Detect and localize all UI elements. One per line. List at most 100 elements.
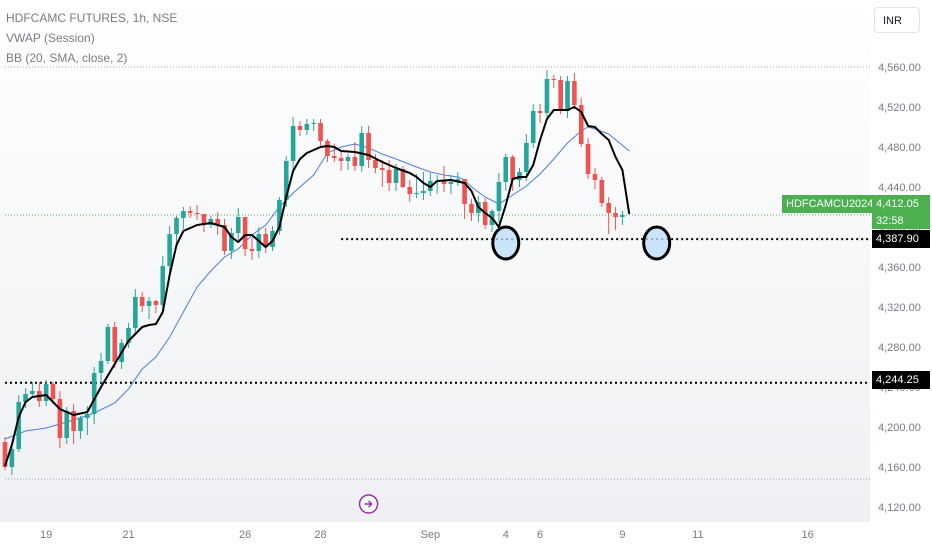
candle: [167, 226, 172, 272]
y-tick-label: 4,120.00: [878, 502, 921, 514]
horizontal-levels: [5, 66, 870, 480]
candle: [496, 173, 502, 223]
candle-body: [112, 327, 118, 362]
event-marker-icon[interactable]: [358, 494, 379, 514]
candle: [9, 446, 15, 475]
candle-body: [441, 181, 447, 184]
candle: [462, 179, 467, 219]
candle-body: [133, 297, 138, 328]
time-axis[interactable]: 19 21 26 28 Sep 4 6 9 11 16: [0, 522, 870, 550]
candle-body: [448, 182, 454, 184]
candle: [57, 391, 63, 448]
candle-body: [78, 418, 83, 431]
candle-body: [30, 391, 35, 394]
y-tick-label: 4,320.00: [878, 302, 921, 314]
candle-body: [373, 160, 378, 168]
candle: [194, 205, 200, 220]
candle-body: [263, 234, 268, 247]
y-tick-label: 4,480.00: [878, 142, 921, 154]
y-tick-label: 4,560.00: [878, 62, 921, 74]
candle: [71, 404, 76, 444]
candle-body: [551, 79, 557, 80]
vwap-line: [4, 106, 631, 467]
candle-body: [153, 301, 159, 305]
countdown-tag: 32:58: [872, 213, 930, 229]
candle-body: [400, 169, 406, 187]
candle-body: [43, 384, 49, 401]
bb-basis-line: [4, 126, 630, 440]
candle-body: [572, 81, 577, 105]
candle: [558, 76, 563, 114]
candle-body: [311, 123, 316, 124]
candle-body: [146, 301, 152, 306]
candle-body: [366, 133, 371, 160]
support-level-tag: 4,387.90: [872, 230, 930, 248]
candle-body: [613, 213, 618, 217]
candle-body: [462, 179, 467, 204]
candle: [64, 407, 70, 444]
candle-body: [201, 214, 207, 225]
candle: [359, 126, 365, 172]
x-tick-label: 4: [503, 529, 509, 541]
candle: [181, 207, 186, 229]
candle-body: [242, 217, 248, 249]
candle: [297, 121, 303, 136]
y-tick-label: 4,520.00: [878, 102, 921, 114]
candle-body: [9, 449, 15, 467]
price-axis[interactable]: 4,120.004,160.004,200.004,240.004,280.00…: [870, 0, 932, 550]
candle-body: [565, 81, 570, 111]
candle: [139, 292, 145, 312]
candle: [585, 138, 591, 179]
candle: [242, 217, 248, 256]
currency-button[interactable]: INR: [874, 7, 920, 33]
candle: [524, 134, 529, 181]
candle: [229, 228, 234, 259]
candle-body: [229, 233, 234, 251]
y-tick-label: 4,280.00: [878, 342, 921, 354]
y-tick-label: 4,440.00: [878, 182, 921, 194]
candle: [16, 395, 22, 452]
event-marker-arrow: [364, 500, 373, 508]
candle-body: [352, 157, 358, 166]
y-tick-label: 4,160.00: [878, 462, 921, 474]
candle: [578, 98, 584, 147]
candle-body: [105, 327, 111, 361]
x-tick-label: 9: [619, 529, 625, 541]
highlight-circles: [491, 225, 672, 261]
candle-body: [578, 105, 584, 144]
candle-body: [194, 213, 200, 214]
highlight-circle: [491, 225, 521, 261]
candle: [620, 211, 625, 225]
bb-legend[interactable]: BB (20, SMA, close, 2): [6, 51, 128, 65]
candle-body: [359, 133, 365, 166]
candle-body: [2, 442, 8, 467]
candle-body: [345, 157, 351, 161]
candle: [187, 206, 193, 218]
highlight-circle: [642, 225, 672, 261]
candle: [380, 160, 385, 187]
candle-body: [249, 249, 255, 251]
candle-body: [283, 161, 289, 200]
candle-body: [50, 384, 56, 399]
candle: [441, 166, 447, 192]
candle-body: [64, 411, 70, 438]
x-tick-label: 6: [537, 529, 543, 541]
y-tick-label: 4,360.00: [878, 262, 921, 274]
candle: [98, 353, 104, 383]
candle-body: [469, 204, 474, 213]
x-tick-label: 19: [40, 529, 52, 541]
candle: [373, 154, 378, 173]
candle: [503, 154, 509, 191]
chart-title[interactable]: HDFCAMC FUTURES, 1h, NSE: [6, 11, 178, 25]
vwap-legend[interactable]: VWAP (Session): [6, 31, 95, 45]
candle: [366, 126, 371, 168]
candle: [318, 119, 323, 148]
candle: [613, 207, 618, 230]
candle: [126, 323, 131, 348]
candle: [263, 228, 268, 253]
candle: [311, 119, 316, 131]
candle-body: [407, 187, 413, 194]
candle-body: [421, 191, 426, 193]
x-tick-label: 11: [692, 529, 703, 541]
